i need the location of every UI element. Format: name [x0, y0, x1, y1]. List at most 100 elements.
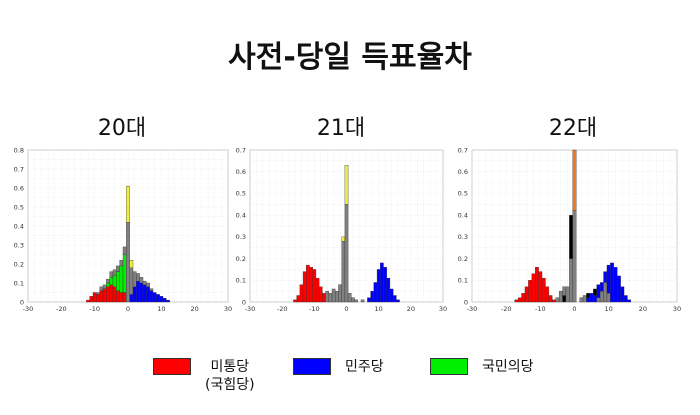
bar-red [552, 299, 556, 303]
bar-gray [569, 258, 573, 303]
bar-blue [596, 284, 601, 298]
bar-gray [582, 295, 587, 303]
bar-gray [351, 297, 355, 303]
bar-gray [572, 210, 577, 303]
bar-yellow [126, 185, 130, 223]
x-tick-label: 0 [572, 305, 576, 313]
legend-item-minjudang: 민주당 [293, 358, 384, 376]
bar-red [116, 290, 120, 303]
bar-red [538, 271, 543, 303]
bar-blue [396, 299, 400, 303]
y-tick-label: 0.2 [14, 260, 24, 268]
bar-red [99, 290, 104, 303]
bar-gray [122, 246, 127, 255]
bar-gray [136, 273, 140, 282]
bar-green [116, 271, 120, 291]
bar-gray [132, 271, 137, 287]
y-tick-label: 0.7 [14, 165, 24, 173]
bar-blue [376, 269, 381, 303]
bar-orange [572, 149, 577, 211]
bar-gray [606, 293, 611, 303]
bar-gray [99, 286, 104, 291]
bar-blue [593, 295, 597, 303]
x-tick-label: 0 [344, 305, 348, 313]
bar-red [548, 295, 553, 303]
panel-title-20: 20대 [97, 116, 147, 141]
bar-blue [139, 282, 144, 303]
legend-label-main: 민주당 [345, 359, 384, 375]
bar-red [106, 286, 110, 303]
y-tick-label: 0 [464, 298, 468, 306]
bar-yellow [341, 236, 346, 242]
y-tick-label: 0.3 [458, 233, 468, 241]
y-tick-label: 0.8 [14, 146, 24, 154]
bar-gray [129, 267, 134, 295]
bar-gray [603, 282, 608, 303]
y-tick-label: 0.7 [458, 146, 468, 154]
bar-red [119, 292, 124, 303]
y-tick-label: 0.1 [236, 277, 246, 285]
bar-red [309, 267, 313, 303]
bar-blue [599, 282, 604, 292]
bar-red [96, 294, 100, 303]
bar-gray [325, 290, 329, 303]
bar-yellow [129, 260, 134, 268]
bar-blue [136, 280, 140, 303]
x-tick-label: 10 [375, 305, 383, 313]
legend-label-main: 미통당 [210, 359, 250, 375]
x-tick-label: 30 [673, 305, 681, 313]
bar-blue [156, 294, 160, 303]
bar-black [569, 214, 573, 259]
bar-blue [589, 293, 594, 303]
bar-gray [96, 292, 100, 295]
bar-gray [360, 299, 365, 303]
bar-blue [389, 288, 394, 303]
chart-22: -30 -20 -10 0 10 20 30 0 0.1 0.2 0.3 0.4 0.5 0.6 0.7 [458, 146, 681, 313]
bar-red [109, 284, 114, 303]
y-tick-label: 0.4 [236, 211, 246, 219]
bar-green [119, 265, 124, 293]
bar-blue [623, 295, 628, 303]
bar-blue [367, 297, 371, 303]
bar-gray [596, 297, 601, 303]
bar-red [524, 286, 529, 303]
y-tick-label: 0.6 [14, 184, 24, 192]
y-tick-label: 0.5 [236, 190, 246, 198]
bar-blue [132, 286, 137, 303]
x-tick-label: 30 [224, 305, 232, 313]
chart-21: -30 -20 -10 0 10 20 30 0 0.1 0.2 0.3 0.4 0.5 0.6 0.7 [236, 146, 447, 313]
bar-red [545, 286, 550, 303]
bar-red [322, 293, 326, 303]
bar-red [514, 299, 519, 303]
x-tick-label: -30 [23, 305, 34, 313]
bar-gray [146, 282, 150, 287]
bar-red [306, 264, 310, 303]
bar-blue [159, 296, 164, 303]
bar-red [299, 284, 304, 303]
legend-label-minjudang: 민주당 [345, 358, 384, 376]
bar-blue [129, 294, 134, 303]
bar-blue [627, 299, 632, 303]
bar-blue [149, 290, 154, 303]
y-tick-label: 0.4 [458, 211, 468, 219]
bar-gray [142, 280, 147, 286]
panel-title-21: 21대 [316, 116, 366, 141]
bar-blue [146, 286, 150, 303]
x-tick-label: -10 [535, 305, 546, 313]
bar-blue [613, 267, 618, 303]
legend: 미통당 (국힘당) 민주당 국민의당 [0, 358, 700, 398]
bar-red [318, 286, 323, 303]
bar-gray [555, 297, 560, 303]
bar-blue [152, 292, 157, 303]
bar-gray [347, 293, 352, 303]
x-tick-label: 0 [126, 305, 130, 313]
legend-item-mitongdang: 미통당 (국힘당) [153, 358, 255, 394]
legend-swatch-green [430, 358, 468, 375]
bar-red [102, 288, 107, 303]
x-tick-label: 30 [439, 305, 447, 313]
y-tick-label: 0.1 [14, 279, 24, 287]
bar-gray [579, 297, 584, 303]
bar-gray [338, 284, 342, 303]
x-tick-label: -10 [309, 305, 320, 313]
bar-red [528, 280, 532, 303]
